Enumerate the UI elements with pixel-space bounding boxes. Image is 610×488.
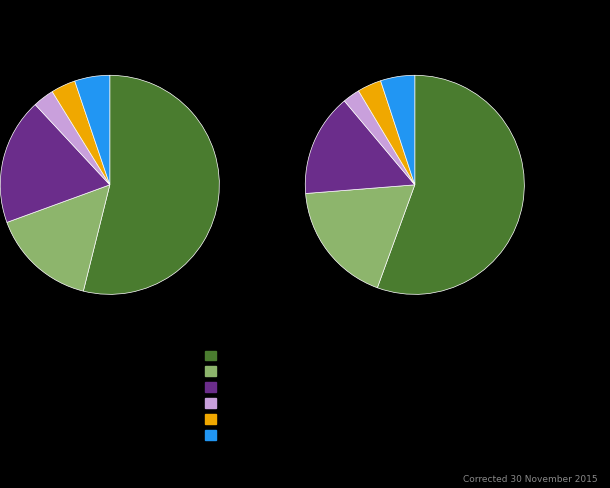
Wedge shape: [345, 92, 415, 185]
Wedge shape: [35, 92, 110, 185]
Wedge shape: [305, 102, 415, 194]
Wedge shape: [378, 76, 525, 295]
Wedge shape: [84, 76, 220, 295]
Wedge shape: [7, 185, 110, 291]
Wedge shape: [75, 76, 110, 185]
Wedge shape: [0, 105, 110, 223]
Wedge shape: [52, 82, 110, 185]
Wedge shape: [359, 81, 415, 185]
Wedge shape: [306, 185, 415, 288]
Legend: NOK, EUR, USD, GBP, Other currencies, SEK: NOK, EUR, USD, GBP, Other currencies, SE…: [202, 347, 310, 444]
Wedge shape: [381, 76, 415, 185]
Text: Corrected 30 November 2015: Corrected 30 November 2015: [463, 474, 598, 483]
